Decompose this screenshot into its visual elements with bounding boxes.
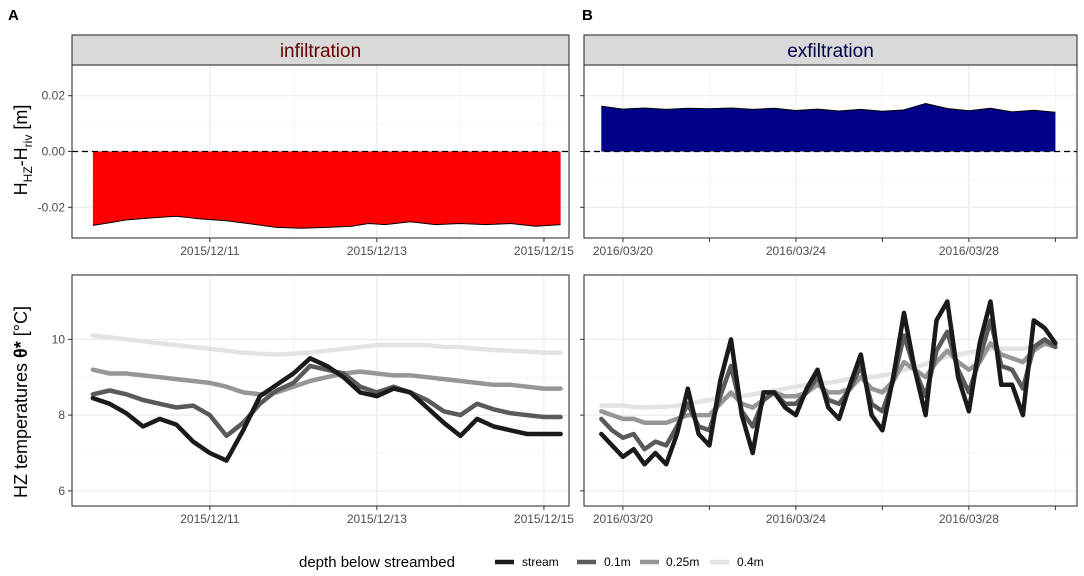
panels: -0.02 0.00 0.02 2015/12/11 2015/12/13 2015/12…	[38, 34, 1078, 526]
x-tick-label: 2016/03/28	[939, 244, 999, 258]
panel-B-bottom: 2016/03/20 2016/03/24 2016/03/28	[580, 274, 1078, 526]
panel-A-top: -0.02 0.00 0.02 2015/12/11 2015/12/13 2015/12…	[38, 34, 574, 258]
area-outline	[601, 102, 1056, 113]
panel-background	[72, 275, 569, 506]
x-tick-label: 2015/12/13	[347, 244, 407, 258]
x-tick-label: 2016/03/28	[939, 512, 999, 526]
panel-letter-b: B	[582, 7, 593, 24]
x-tick-label: 2015/12/11	[180, 512, 239, 526]
series-line-stream	[90, 356, 563, 463]
facet-strip-label: exfiltration	[787, 41, 874, 62]
panel-border	[583, 274, 1078, 507]
panel-A-bottom: 6 8 10 2015/12/11 2015/12/13 2015/12/15	[52, 274, 574, 526]
x-tick-label: 2016/03/24	[766, 244, 826, 258]
y-axis-title-top: HHZ-Hriv [m]	[11, 105, 35, 196]
legend-label-0.25m: 0.25m	[666, 555, 699, 569]
series-line-stream	[599, 299, 1058, 467]
x-tick-label: 2015/12/11	[180, 244, 239, 258]
x-tick-label: 2015/12/13	[347, 512, 407, 526]
legend-title: depth below streambed	[299, 554, 455, 571]
y-axis-title-bottom: HZ temperatures θ* [°C]	[11, 306, 31, 498]
legend-label-0.4m: 0.4m	[737, 555, 764, 569]
facet-strip	[583, 34, 1078, 66]
y-tick-label: 10	[52, 332, 66, 346]
y-tick-label: 0.02	[42, 89, 66, 103]
facet-strip-label: infiltration	[280, 41, 361, 62]
panel-B-top: 2016/03/20 2016/03/24 2016/03/28 exfiltrati…	[580, 34, 1078, 258]
facet-strip	[71, 34, 570, 66]
x-tick-label: 2016/03/20	[593, 244, 653, 258]
x-tick-label: 2016/03/24	[766, 512, 826, 526]
x-tick-label: 2015/12/15	[514, 244, 574, 258]
x-tick-label: 2015/12/15	[514, 512, 574, 526]
series-line-0.4m	[90, 333, 563, 357]
x-tick-label: 2016/03/20	[593, 512, 653, 526]
legend-label-0.1m: 0.1m	[604, 555, 631, 569]
series-line-0.1m	[90, 363, 563, 439]
area-fill	[601, 103, 1056, 152]
area-outline	[92, 215, 561, 229]
legend: depth below streambed stream 0.1m 0.25m …	[299, 554, 764, 571]
y-tick-label: -0.02	[38, 200, 66, 214]
y-tick-label: 8	[58, 408, 65, 422]
series-line-0.25m	[90, 367, 563, 397]
y-tick-label: 6	[58, 484, 65, 498]
y-tick-label: 0.00	[42, 145, 66, 159]
legend-label-stream: stream	[522, 555, 559, 569]
panel-letter-a: A	[8, 7, 19, 24]
panel-border	[71, 274, 570, 507]
area-fill	[92, 151, 561, 229]
